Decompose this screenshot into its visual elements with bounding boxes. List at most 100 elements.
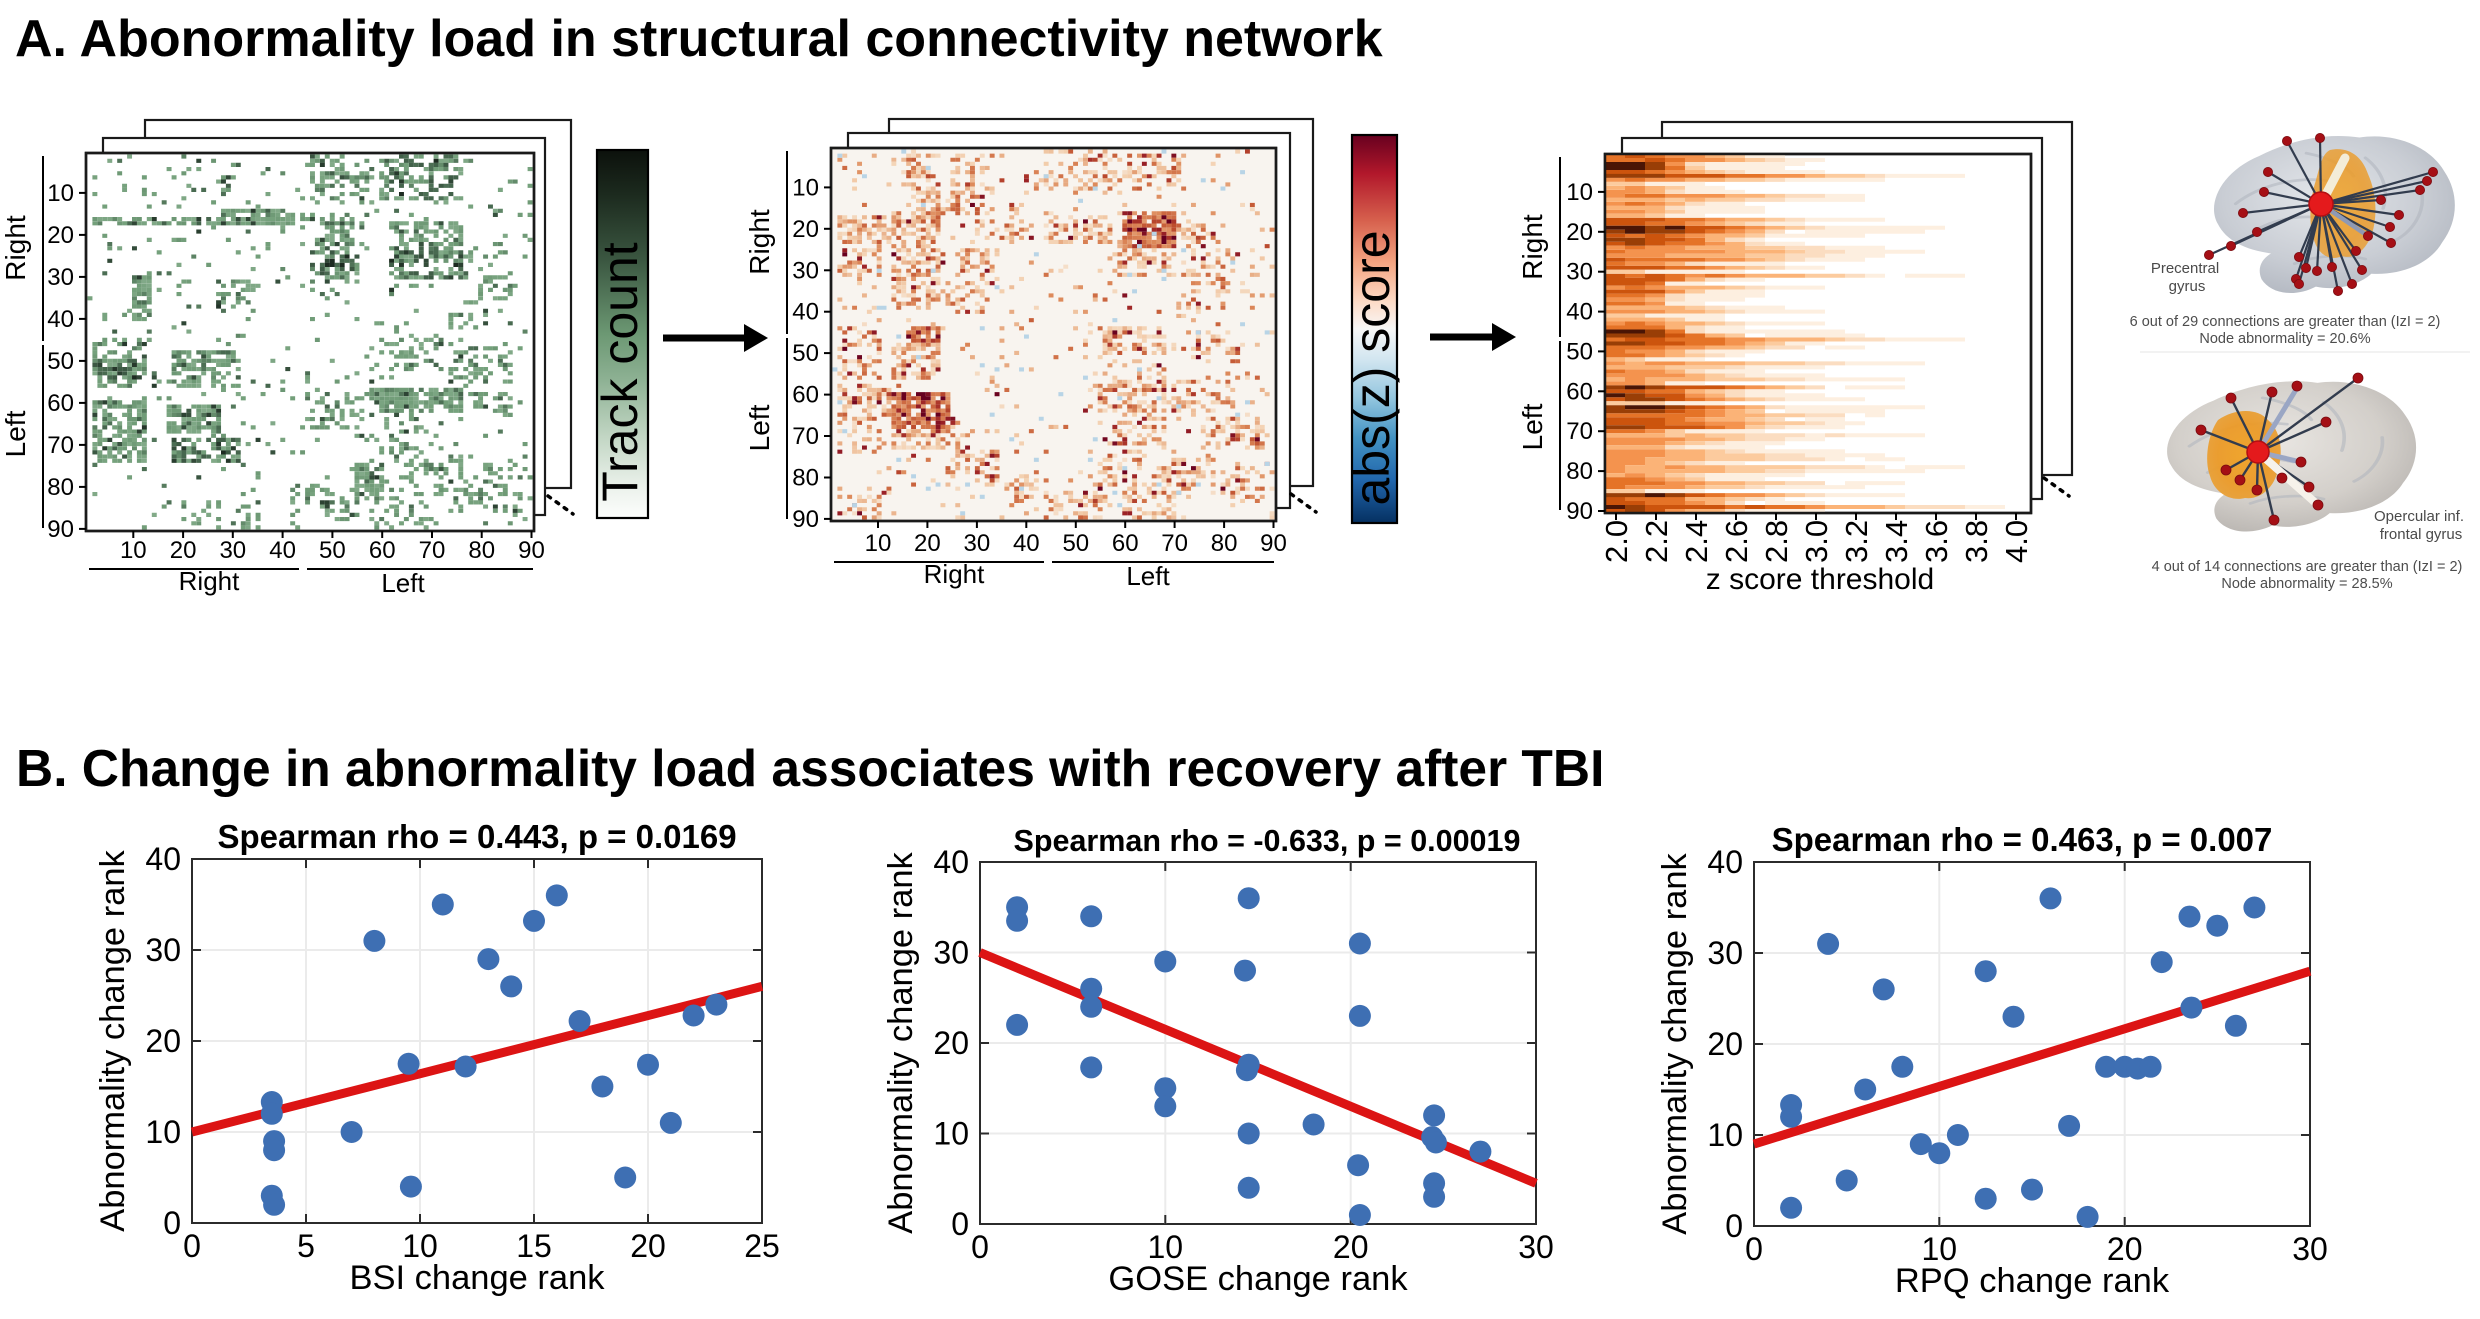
svg-text:Right: Right: [179, 566, 240, 596]
svg-text:30: 30: [1518, 1229, 1554, 1265]
svg-text:30: 30: [1566, 259, 1593, 286]
svg-text:40: 40: [933, 844, 969, 880]
svg-text:10: 10: [120, 537, 147, 564]
svg-text:30: 30: [145, 932, 181, 968]
svg-text:40: 40: [1566, 299, 1593, 326]
svg-text:10: 10: [1922, 1231, 1958, 1267]
svg-text:10: 10: [792, 174, 819, 201]
svg-text:Spearman rho = -0.633, p = 0.0: Spearman rho = -0.633, p = 0.00019: [1014, 824, 1521, 858]
svg-text:10: 10: [933, 1116, 969, 1152]
svg-text:80: 80: [1566, 458, 1593, 485]
svg-text:40: 40: [792, 299, 819, 326]
svg-text:Left: Left: [0, 410, 31, 457]
svg-text:Abnormality change rank: Abnormality change rank: [94, 849, 132, 1231]
svg-text:50: 50: [47, 348, 74, 375]
svg-text:70: 70: [1566, 418, 1593, 445]
svg-text:20: 20: [933, 1025, 969, 1061]
svg-text:10: 10: [1566, 179, 1593, 206]
svg-text:A. Abonormality load in struct: A. Abonormality load in structural conne…: [15, 10, 1383, 68]
svg-text:20: 20: [914, 530, 941, 557]
svg-text:10: 10: [1148, 1229, 1184, 1265]
svg-text:3.2: 3.2: [1839, 520, 1874, 563]
svg-text:2.0: 2.0: [1599, 520, 1634, 563]
svg-text:70: 70: [1161, 530, 1188, 557]
svg-text:3.4: 3.4: [1879, 520, 1914, 563]
svg-text:60: 60: [1112, 530, 1139, 557]
svg-text:40: 40: [1013, 530, 1040, 557]
svg-text:Spearman rho = 0.463, p = 0.00: Spearman rho = 0.463, p = 0.007: [1772, 821, 2273, 858]
svg-text:50: 50: [1062, 530, 1089, 557]
svg-text:0: 0: [1725, 1208, 1743, 1244]
svg-text:5: 5: [297, 1228, 315, 1264]
svg-text:Precentral: Precentral: [2151, 260, 2219, 277]
svg-text:50: 50: [319, 537, 346, 564]
svg-text:70: 70: [419, 537, 446, 564]
svg-text:20: 20: [145, 1023, 181, 1059]
svg-text:60: 60: [1566, 378, 1593, 405]
svg-text:z score threshold: z score threshold: [1706, 563, 1934, 596]
svg-text:Right: Right: [924, 559, 985, 589]
svg-text:40: 40: [1707, 844, 1743, 880]
svg-text:60: 60: [47, 390, 74, 417]
svg-text:30: 30: [933, 935, 969, 971]
svg-text:90: 90: [518, 537, 545, 564]
svg-text:0: 0: [971, 1229, 989, 1265]
svg-text:25: 25: [744, 1228, 780, 1264]
svg-text:2.6: 2.6: [1719, 520, 1754, 563]
svg-text:Spearman rho = 0.443, p = 0.01: Spearman rho = 0.443, p = 0.0169: [217, 818, 736, 855]
svg-text:30: 30: [792, 257, 819, 284]
svg-text:15: 15: [516, 1228, 552, 1264]
svg-text:3.0: 3.0: [1799, 520, 1834, 563]
svg-text:2.8: 2.8: [1759, 520, 1794, 563]
svg-text:RPQ change rank: RPQ change rank: [1895, 1262, 2170, 1300]
svg-text:90: 90: [1566, 498, 1593, 525]
svg-text:80: 80: [468, 537, 495, 564]
svg-text:6 out of 29 connections are gr: 6 out of 29 connections are greater than…: [2130, 314, 2441, 330]
svg-text:abs(z) score: abs(z) score: [1344, 230, 1400, 505]
svg-text:Abnormality change rank: Abnormality change rank: [882, 851, 920, 1233]
svg-text:Opercular inf.: Opercular inf.: [2374, 508, 2464, 525]
svg-text:30: 30: [47, 264, 74, 291]
svg-text:40: 40: [269, 537, 296, 564]
svg-text:70: 70: [47, 432, 74, 459]
svg-text:50: 50: [1566, 338, 1593, 365]
svg-text:4 out of 14 connections are gr: 4 out of 14 connections are greater than…: [2152, 559, 2463, 575]
svg-text:20: 20: [1566, 219, 1593, 246]
svg-text:30: 30: [2292, 1231, 2328, 1267]
svg-text:2.4: 2.4: [1679, 520, 1714, 563]
svg-text:Node abnormality = 28.5%: Node abnormality = 28.5%: [2221, 576, 2392, 592]
svg-text:30: 30: [964, 530, 991, 557]
svg-text:20: 20: [1333, 1229, 1369, 1265]
svg-text:Right: Right: [744, 209, 775, 275]
svg-text:90: 90: [47, 516, 74, 543]
svg-text:70: 70: [792, 423, 819, 450]
svg-text:10: 10: [865, 530, 892, 557]
svg-text:BSI change rank: BSI change rank: [349, 1259, 605, 1297]
svg-text:90: 90: [792, 506, 819, 533]
svg-text:Track count: Track count: [592, 242, 648, 501]
svg-text:20: 20: [47, 222, 74, 249]
svg-text:60: 60: [369, 537, 396, 564]
svg-text:Left: Left: [744, 404, 775, 451]
svg-text:10: 10: [47, 180, 74, 207]
svg-text:30: 30: [1707, 935, 1743, 971]
svg-text:80: 80: [47, 474, 74, 501]
svg-text:4.0: 4.0: [1999, 520, 2034, 563]
svg-text:Right: Right: [0, 215, 31, 281]
svg-text:3.6: 3.6: [1919, 520, 1954, 563]
svg-text:10: 10: [145, 1114, 181, 1150]
svg-text:10: 10: [402, 1228, 438, 1264]
svg-text:20: 20: [170, 537, 197, 564]
svg-text:0: 0: [951, 1206, 969, 1242]
svg-text:GOSE change rank: GOSE change rank: [1108, 1260, 1408, 1298]
svg-text:0: 0: [163, 1205, 181, 1241]
svg-text:frontal gyrus: frontal gyrus: [2380, 526, 2463, 543]
svg-text:B. Change in abnormality load: B. Change in abnormality load associates…: [16, 739, 1604, 797]
svg-text:60: 60: [792, 382, 819, 409]
svg-text:2.2: 2.2: [1639, 520, 1674, 563]
svg-text:Left: Left: [1126, 561, 1170, 591]
svg-text:20: 20: [630, 1228, 666, 1264]
svg-text:40: 40: [145, 841, 181, 877]
svg-text:3.8: 3.8: [1959, 520, 1994, 563]
svg-text:0: 0: [1745, 1231, 1763, 1267]
